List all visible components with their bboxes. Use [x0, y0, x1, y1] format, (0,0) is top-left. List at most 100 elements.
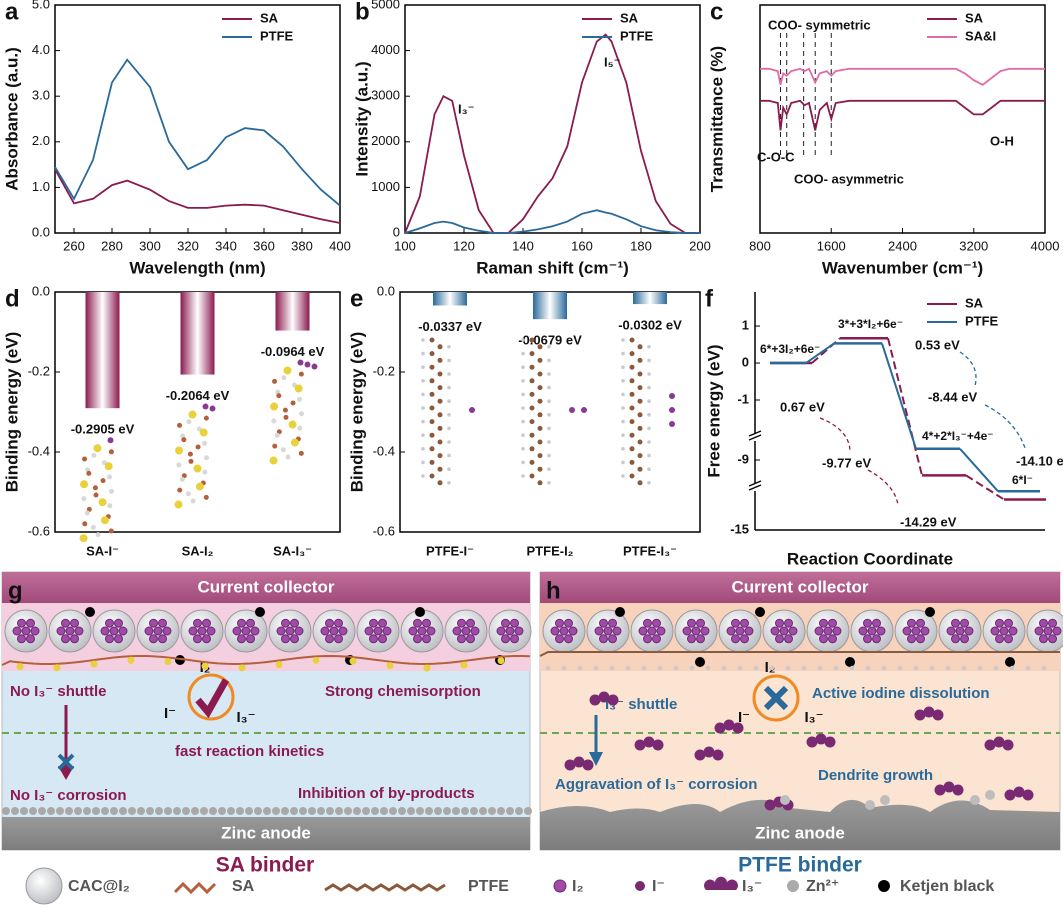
molecule-atom — [637, 425, 643, 431]
annotation: COO- symmetric — [768, 17, 871, 32]
molecule-atom — [100, 516, 109, 525]
annotation: I₅⁻ — [604, 54, 620, 69]
iodine — [652, 618, 661, 628]
molecule-atom — [547, 372, 551, 376]
legend-label: PTFE — [260, 28, 294, 43]
ptfe-atom — [545, 665, 551, 671]
iodine — [422, 618, 431, 628]
iodine — [188, 626, 198, 636]
x-axis-title: Wavelength (nm) — [129, 258, 265, 277]
molecule-atom — [176, 462, 182, 468]
iodine — [775, 634, 784, 644]
molecule-atom — [429, 405, 435, 411]
molecule-atom — [108, 488, 114, 494]
bar — [85, 292, 120, 409]
zn-ion — [515, 807, 523, 815]
iodine — [995, 634, 1004, 644]
iodine — [197, 626, 207, 636]
iodine — [246, 618, 255, 628]
zn-ion — [479, 807, 487, 815]
iodine — [599, 618, 608, 628]
zn-ion — [200, 807, 208, 815]
zn-ion — [110, 807, 118, 815]
iodine — [206, 626, 216, 636]
molecule-atom — [282, 407, 288, 413]
molecule-atom — [621, 392, 625, 397]
molecule-atom — [188, 410, 197, 419]
iodine — [158, 618, 167, 628]
molecule-atom — [621, 447, 625, 451]
ptfe-atom — [673, 665, 679, 671]
sa-atom — [201, 662, 209, 670]
i3-ion — [694, 749, 706, 761]
molecule-atom — [647, 413, 651, 417]
molecule-atom — [202, 469, 208, 475]
iodine — [907, 634, 916, 644]
molecule-atom — [447, 399, 451, 404]
iodine — [149, 634, 158, 644]
sa-atom — [460, 661, 468, 669]
molecule-atom — [621, 406, 625, 410]
zinc-anode — [2, 817, 530, 850]
value-label: -9.77 eV — [822, 455, 871, 470]
iodine — [158, 634, 167, 644]
iodine — [334, 634, 343, 644]
annotation: O-H — [990, 133, 1014, 148]
iodine — [569, 407, 575, 413]
molecule-atom — [421, 460, 425, 465]
ketjen-black — [615, 607, 625, 617]
molecule-atom — [270, 402, 279, 411]
molecule-atom — [647, 481, 651, 485]
iodine — [311, 363, 318, 370]
iodine — [461, 626, 471, 636]
note: fast reaction kinetics — [175, 743, 324, 760]
ketjen-black — [175, 655, 185, 665]
iodine — [1004, 618, 1013, 628]
legend-label: PTFE — [468, 878, 509, 895]
iodine — [246, 634, 255, 644]
iodine — [496, 626, 506, 636]
sa-chain — [1, 654, 531, 666]
zn-ion — [506, 807, 514, 815]
i3-ion — [652, 739, 664, 751]
series-line — [54, 168, 341, 224]
arrow-head — [589, 752, 603, 766]
caption: PTFE binder — [738, 854, 862, 877]
molecule-atom — [537, 425, 543, 431]
molecule-atom — [100, 478, 106, 484]
molecule-atom — [637, 453, 643, 459]
zn-ion — [263, 807, 271, 815]
zn-ion — [317, 807, 325, 815]
molecule-atom — [447, 385, 451, 390]
zn-ion — [245, 807, 253, 815]
x-tick-label: 100 — [394, 238, 416, 253]
molecule-atom — [274, 432, 280, 438]
annotation-arrow — [984, 404, 1026, 449]
iodine — [114, 618, 123, 628]
molecule-atom — [298, 371, 304, 377]
iodine — [735, 626, 745, 636]
molecule-atom — [537, 480, 543, 486]
iodine — [382, 626, 392, 636]
panel-label: a — [5, 0, 19, 25]
legend-label: SA&I — [965, 28, 996, 43]
i3-ion — [914, 709, 926, 721]
category-label: PTFE-I₂ — [527, 543, 574, 558]
i3-ion — [703, 746, 715, 758]
molecule-atom — [95, 532, 101, 538]
zn-ion — [2, 807, 10, 815]
zn-ion — [290, 807, 298, 815]
zn-ion — [65, 807, 73, 815]
category-label: PTFE-I⁻ — [426, 543, 474, 558]
zn-ion — [308, 807, 316, 815]
iodine — [911, 626, 921, 636]
i3-ion — [732, 722, 744, 734]
molecule-atom — [437, 412, 443, 418]
iodine — [612, 626, 622, 636]
ptfe-atom — [977, 665, 983, 671]
zn-ion — [326, 807, 334, 815]
value-label: -0.2905 eV — [71, 422, 135, 437]
iodine — [325, 634, 334, 644]
x-tick-label: 800 — [749, 238, 771, 253]
x-tick-label: 400 — [329, 238, 351, 253]
